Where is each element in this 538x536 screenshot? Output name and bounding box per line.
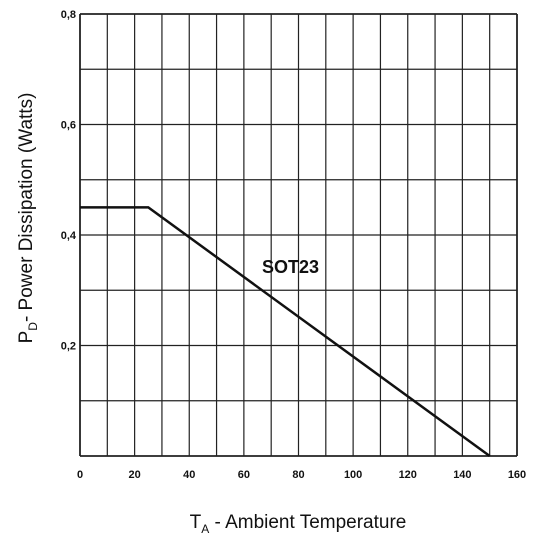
- x-axis-title: TA - Ambient Temperature: [190, 512, 407, 536]
- x-tick-label: 80: [292, 469, 304, 481]
- x-tick-label: 40: [183, 469, 195, 481]
- y-tick-label: 0,6: [61, 120, 76, 132]
- x-tick-label: 60: [238, 469, 250, 481]
- x-tick-label: 120: [399, 469, 417, 481]
- x-tick-label: 20: [129, 469, 141, 481]
- x-axis-ticks: 0 20 40 60 80 100 120 140 160: [77, 469, 526, 481]
- series-annotation: SOT23: [262, 257, 319, 277]
- x-tick-label: 100: [344, 469, 362, 481]
- x-tick-label: 140: [453, 469, 471, 481]
- y-axis-title: PD- Power Dissipation (Watts): [16, 93, 40, 344]
- x-tick-label: 0: [77, 469, 83, 481]
- derating-curve: [80, 206, 491, 458]
- y-tick-label: 0,2: [61, 341, 76, 353]
- y-tick-label: 0,8: [61, 9, 76, 21]
- x-tick-label: 160: [508, 469, 526, 481]
- y-tick-label: 0,4: [61, 230, 77, 242]
- y-axis-ticks: 0,2 0,4 0,6 0,8: [61, 9, 77, 353]
- grid: [79, 13, 518, 457]
